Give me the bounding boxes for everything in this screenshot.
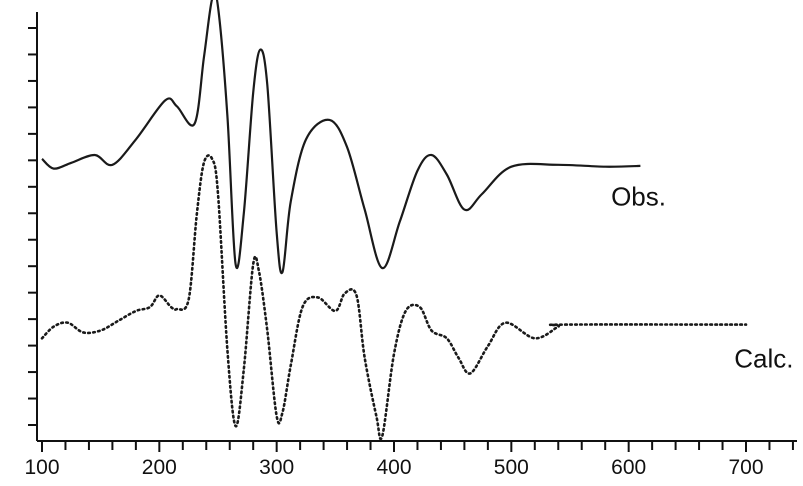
axes: 100 200 300 400 500 600 700 (24, 12, 797, 479)
x-tick-label: 600 (611, 456, 646, 479)
x-tick-label: 700 (728, 456, 763, 479)
x-tick-label: 500 (494, 456, 529, 479)
x-tick-label: 200 (142, 456, 177, 479)
series-label-calc: Calc. (734, 344, 793, 374)
series-line-calc (40, 154, 748, 441)
series-labels: Obs. Calc. (611, 182, 793, 374)
x-ticks (41, 441, 794, 452)
x-tick-label: 400 (376, 456, 411, 479)
x-tick-label: 300 (259, 456, 294, 479)
series-line-obs (41, 0, 641, 275)
x-tick-label: 100 (24, 456, 59, 479)
series-layer (40, 0, 748, 441)
series-label-obs: Obs. (611, 182, 666, 212)
x-tick-labels: 100 200 300 400 500 600 700 (24, 456, 763, 479)
y-ticks (28, 27, 37, 426)
